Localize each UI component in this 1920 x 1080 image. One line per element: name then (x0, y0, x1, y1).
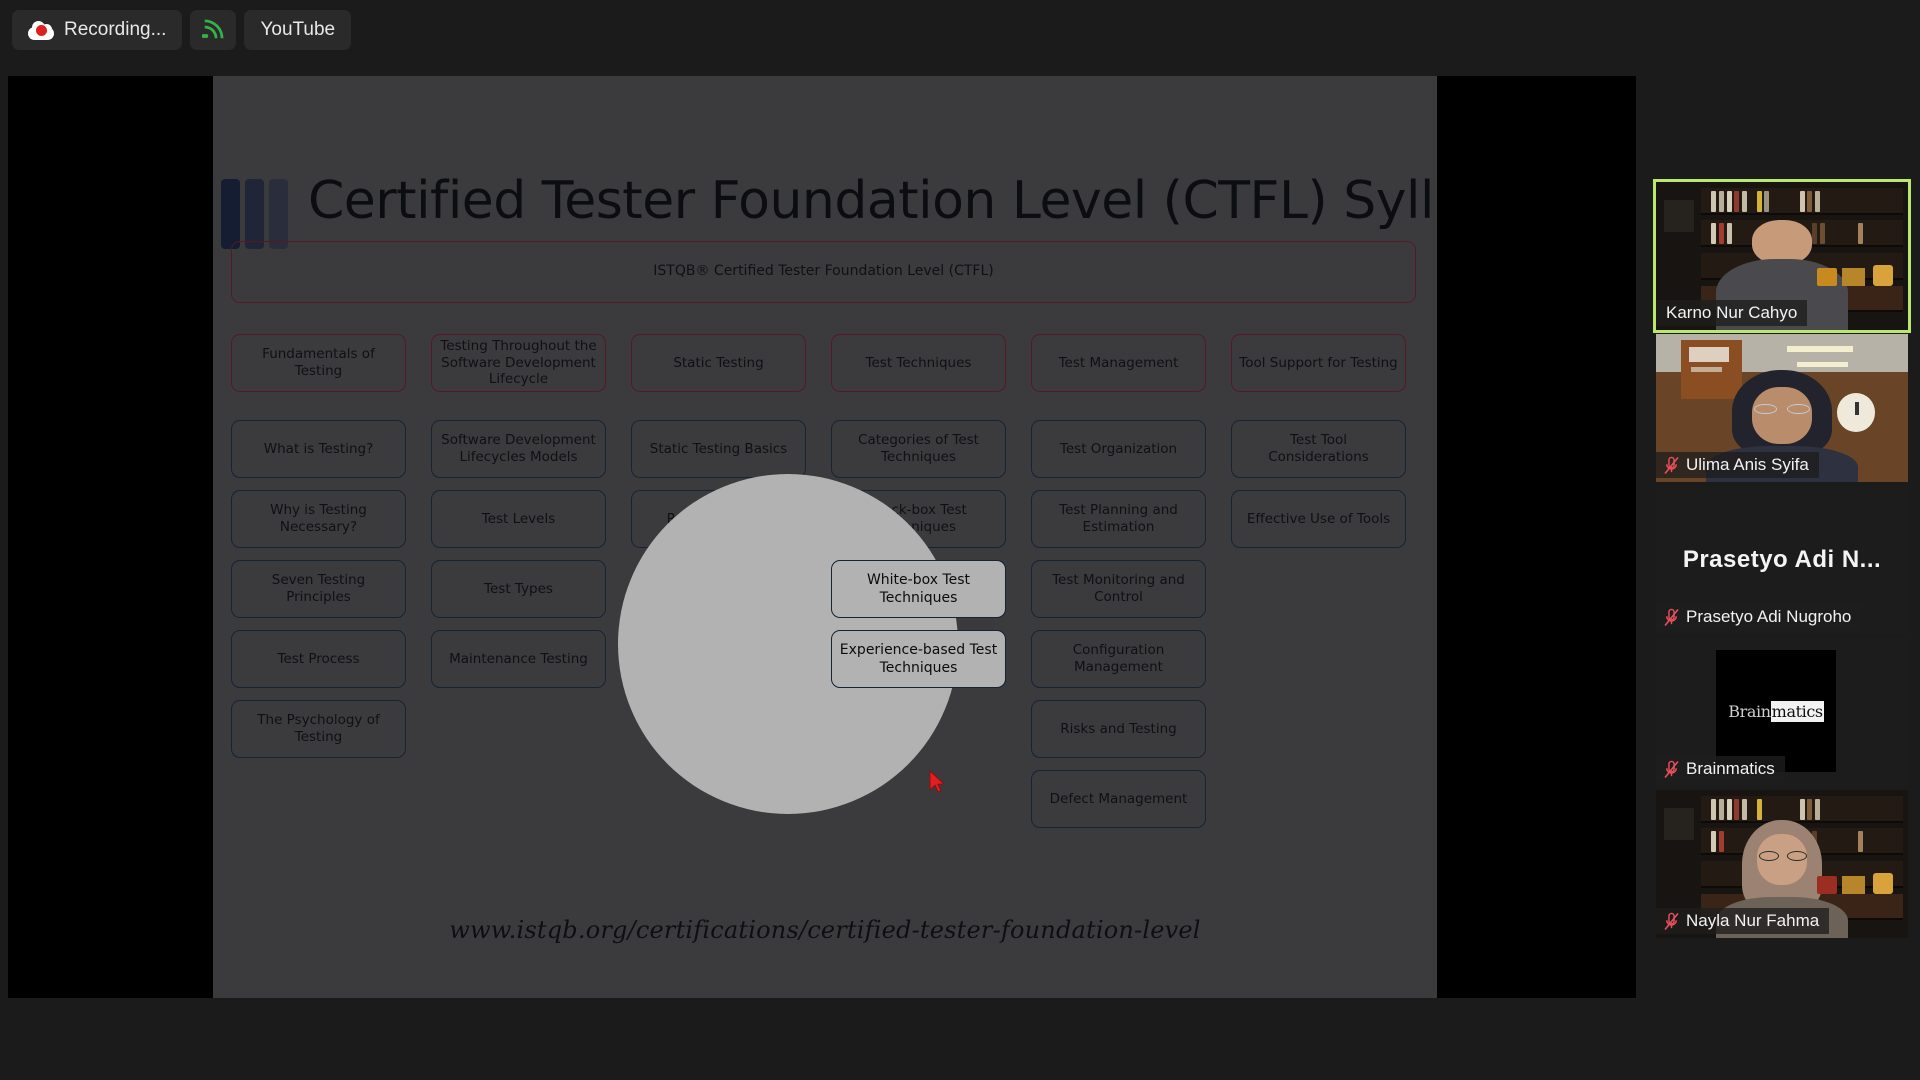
participant-avatar-2: Prasetyo Adi N... (1682, 546, 1882, 573)
topic-box: Configuration Management (1031, 630, 1206, 688)
slide-url: www.istqb.org/certifications/certified-t… (449, 916, 1201, 944)
participant-namebar-1: Ulima Anis Syifa (1656, 452, 1819, 478)
brainmatics-logo-b: matics (1770, 700, 1824, 722)
participant-name-1: Ulima Anis Syifa (1686, 455, 1809, 474)
participant-tile-1[interactable]: Ulima Anis Syifa (1656, 334, 1908, 482)
topic-box: Static Testing Basics (631, 420, 806, 478)
syllabus-header-box: ISTQB® Certified Tester Foundation Level… (231, 241, 1416, 303)
topic-box: Test Tool Considerations (1231, 420, 1406, 478)
topic-box: Risks and Testing (1031, 700, 1206, 758)
top-bar: Recording... YouTube (0, 0, 1920, 60)
participant-name-0: Karno Nur Cahyo (1666, 303, 1798, 322)
topic-box: Maintenance Testing (431, 630, 606, 688)
youtube-label: YouTube (260, 19, 336, 40)
rss-icon (202, 19, 224, 39)
cloud-record-icon (28, 20, 54, 40)
participant-namebar-4: Nayla Nur Fahma (1656, 908, 1830, 934)
topic-box: Test Monitoring and Control (1031, 560, 1206, 618)
topic-box: The Psychology of Testing (231, 700, 406, 758)
topic-box: Test Levels (431, 490, 606, 548)
mic-muted-icon (1664, 912, 1679, 930)
mic-muted-icon (1664, 456, 1679, 474)
recording-label: Recording... (64, 19, 167, 40)
participant-name-3: Brainmatics (1686, 759, 1775, 778)
topic-box: Seven Testing Principles (231, 560, 406, 618)
presentation-slide: Certified Tester Foundation Level (CTFL)… (213, 76, 1437, 998)
youtube-button[interactable]: YouTube (244, 10, 352, 50)
mic-muted-icon (1664, 608, 1679, 626)
slide-title: Certified Tester Foundation Level (CTFL)… (308, 171, 1437, 231)
column-header-1: Testing Throughout the Software Developm… (431, 334, 606, 392)
topic-box: Test Organization (1031, 420, 1206, 478)
participant-tile-2[interactable]: Prasetyo Adi N... Prasetyo Adi Nugroho (1656, 486, 1908, 634)
participant-logo-3: Brainmatics (1716, 650, 1836, 772)
brainmatics-logo-a: Brain (1728, 701, 1771, 721)
participant-tile-3[interactable]: Brainmatics Brainmatics (1656, 638, 1908, 786)
column-header-5: Tool Support for Testing (1231, 334, 1406, 392)
topic-box: Why is Testing Necessary? (231, 490, 406, 548)
column-header-2: Static Testing (631, 334, 806, 392)
participant-panel: Karno Nur Cahyo (1644, 60, 1920, 1080)
participant-tile-0[interactable]: Karno Nur Cahyo (1653, 179, 1911, 333)
participant-namebar-2: Prasetyo Adi Nugroho (1656, 604, 1862, 630)
topic-box: Categories of Test Techniques (831, 420, 1006, 478)
column-header-4: Test Management (1031, 334, 1206, 392)
participant-namebar-0: Karno Nur Cahyo (1656, 300, 1808, 326)
participant-tile-4[interactable]: Nayla Nur Fahma (1656, 790, 1908, 938)
live-stream-button[interactable] (190, 10, 237, 50)
shared-screen: Certified Tester Foundation Level (CTFL)… (8, 76, 1636, 998)
mouse-cursor (929, 770, 946, 793)
topic-box: Software Development Lifecycles Models (431, 420, 606, 478)
topic-box: What is Testing? (231, 420, 406, 478)
column-header-0: Fundamentals of Testing (231, 334, 406, 392)
column-header-3: Test Techniques (831, 334, 1006, 392)
spotlight-topic-box: White-box Test Techniques (831, 560, 1006, 618)
topic-box: Defect Management (1031, 770, 1206, 828)
topic-box: Test Planning and Estimation (1031, 490, 1206, 548)
recording-indicator[interactable]: Recording... (12, 10, 183, 50)
participant-name-2: Prasetyo Adi Nugroho (1686, 607, 1852, 626)
spotlight-topic-box: Experience-based Test Techniques (831, 630, 1006, 688)
participant-name-4: Nayla Nur Fahma (1686, 911, 1820, 930)
topic-box: Effective Use of Tools (1231, 490, 1406, 548)
participant-namebar-3: Brainmatics (1656, 756, 1785, 782)
topic-box: Test Types (431, 560, 606, 618)
topic-box: Test Process (231, 630, 406, 688)
title-accent-bars (221, 179, 288, 249)
mic-muted-icon (1664, 760, 1679, 778)
